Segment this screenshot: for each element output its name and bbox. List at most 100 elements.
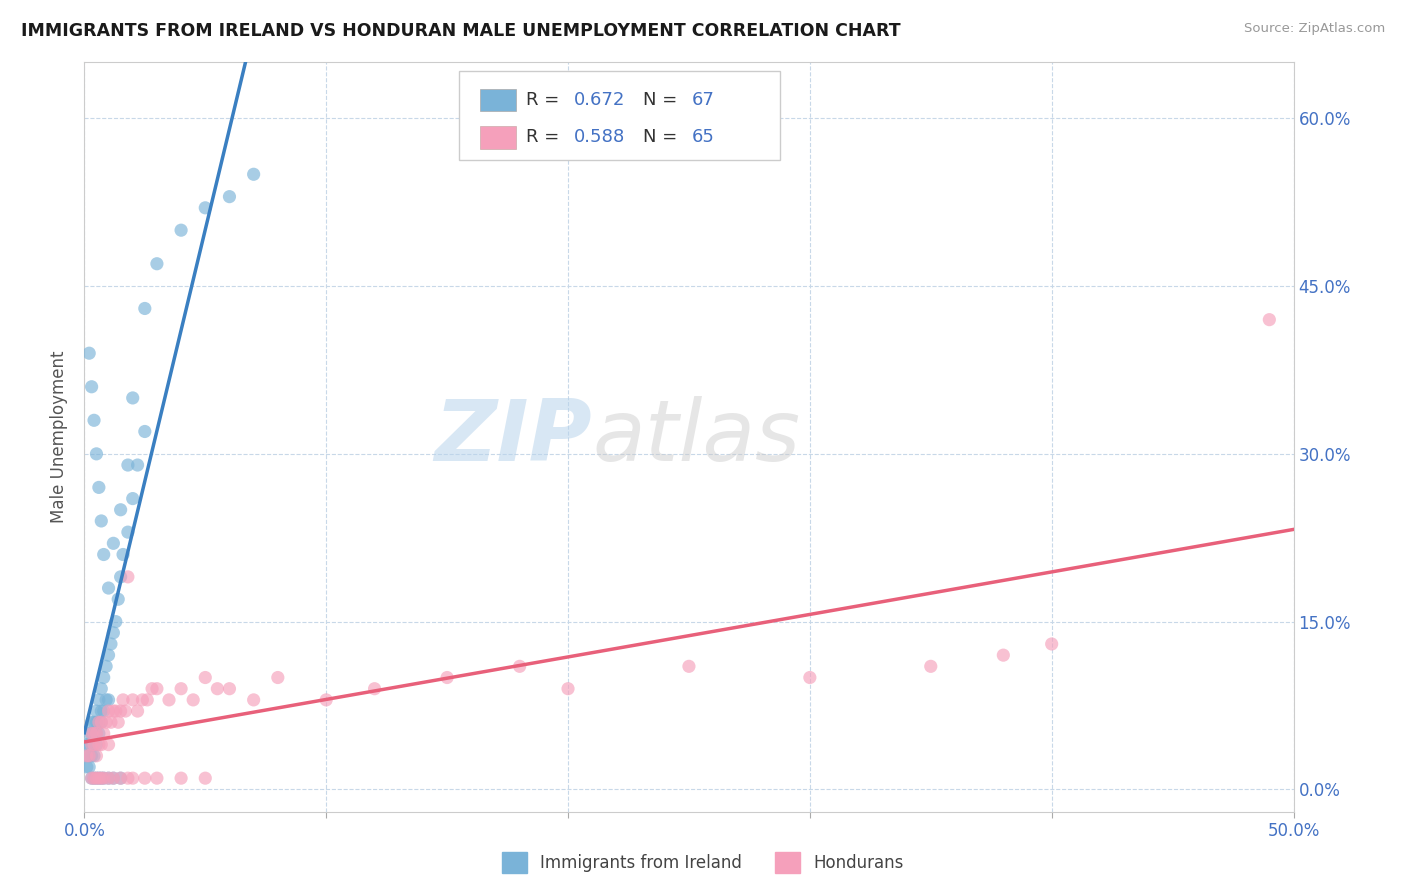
Point [112, 693, 135, 707]
Point [80, 771, 103, 785]
Point [97, 738, 120, 752]
Point [94, 693, 117, 707]
Point [112, 548, 135, 562]
Point [87, 715, 110, 730]
Point [83, 715, 105, 730]
Point [104, 615, 127, 629]
Point [93, 726, 115, 740]
Point [121, 491, 143, 506]
Point [77, 748, 100, 763]
Point [90, 704, 112, 718]
Point [97, 581, 120, 595]
Legend: Immigrants from Ireland, Hondurans: Immigrants from Ireland, Hondurans [495, 846, 911, 880]
FancyBboxPatch shape [479, 88, 516, 112]
Point [90, 514, 112, 528]
Point [80, 726, 103, 740]
Point [77, 748, 100, 763]
Point [136, 693, 159, 707]
Point [1040, 637, 1063, 651]
Point [97, 648, 120, 662]
Point [117, 458, 139, 472]
Point [103, 536, 125, 550]
Point [83, 726, 105, 740]
Point [87, 480, 110, 494]
Point [97, 693, 120, 707]
Point [170, 681, 193, 696]
Point [146, 257, 169, 271]
Y-axis label: Male Unemployment: Male Unemployment [51, 351, 69, 524]
Text: 0.672: 0.672 [574, 91, 626, 109]
Point [87, 738, 110, 752]
Point [97, 771, 120, 785]
Point [86, 748, 108, 763]
Point [315, 693, 337, 707]
Point [207, 681, 229, 696]
Point [103, 704, 125, 718]
Point [146, 771, 169, 785]
Point [103, 771, 125, 785]
Point [87, 771, 110, 785]
Point [107, 592, 129, 607]
Point [103, 625, 125, 640]
Point [76, 760, 98, 774]
Point [100, 715, 122, 730]
Point [87, 715, 110, 730]
Point [93, 671, 115, 685]
Point [134, 425, 156, 439]
Point [110, 771, 132, 785]
Point [181, 693, 204, 707]
Point [80, 738, 103, 752]
Point [242, 167, 264, 181]
Point [117, 570, 139, 584]
Point [363, 681, 385, 696]
Point [80, 738, 103, 752]
Point [104, 704, 127, 718]
Point [110, 502, 132, 516]
Point [267, 671, 290, 685]
Point [93, 548, 115, 562]
Point [90, 681, 112, 696]
Text: 67: 67 [692, 91, 714, 109]
Point [117, 771, 139, 785]
Point [127, 458, 149, 472]
Point [242, 693, 264, 707]
Text: Source: ZipAtlas.com: Source: ZipAtlas.com [1244, 22, 1385, 36]
Point [80, 771, 103, 785]
Point [90, 771, 112, 785]
Point [121, 693, 143, 707]
Point [83, 738, 105, 752]
Text: N =: N = [643, 128, 683, 146]
Point [218, 681, 240, 696]
Point [100, 637, 122, 651]
Point [86, 726, 108, 740]
Point [86, 771, 108, 785]
Point [110, 704, 132, 718]
Text: 0.588: 0.588 [574, 128, 626, 146]
Point [110, 570, 132, 584]
Point [146, 681, 169, 696]
Point [87, 726, 110, 740]
Point [86, 715, 108, 730]
Point [127, 704, 149, 718]
Point [87, 693, 110, 707]
Point [141, 681, 163, 696]
Point [134, 301, 156, 316]
Point [94, 715, 117, 730]
Point [94, 659, 117, 673]
Point [103, 771, 125, 785]
Text: R =: R = [526, 128, 565, 146]
Point [86, 738, 108, 752]
Point [77, 346, 100, 360]
Point [993, 648, 1015, 662]
Text: R =: R = [526, 91, 565, 109]
FancyBboxPatch shape [460, 71, 780, 160]
Point [170, 223, 193, 237]
Point [83, 748, 105, 763]
Point [93, 771, 115, 785]
Text: N =: N = [643, 91, 683, 109]
Point [121, 771, 143, 785]
Point [678, 659, 700, 673]
Point [134, 771, 156, 785]
Point [93, 704, 115, 718]
Point [110, 771, 132, 785]
